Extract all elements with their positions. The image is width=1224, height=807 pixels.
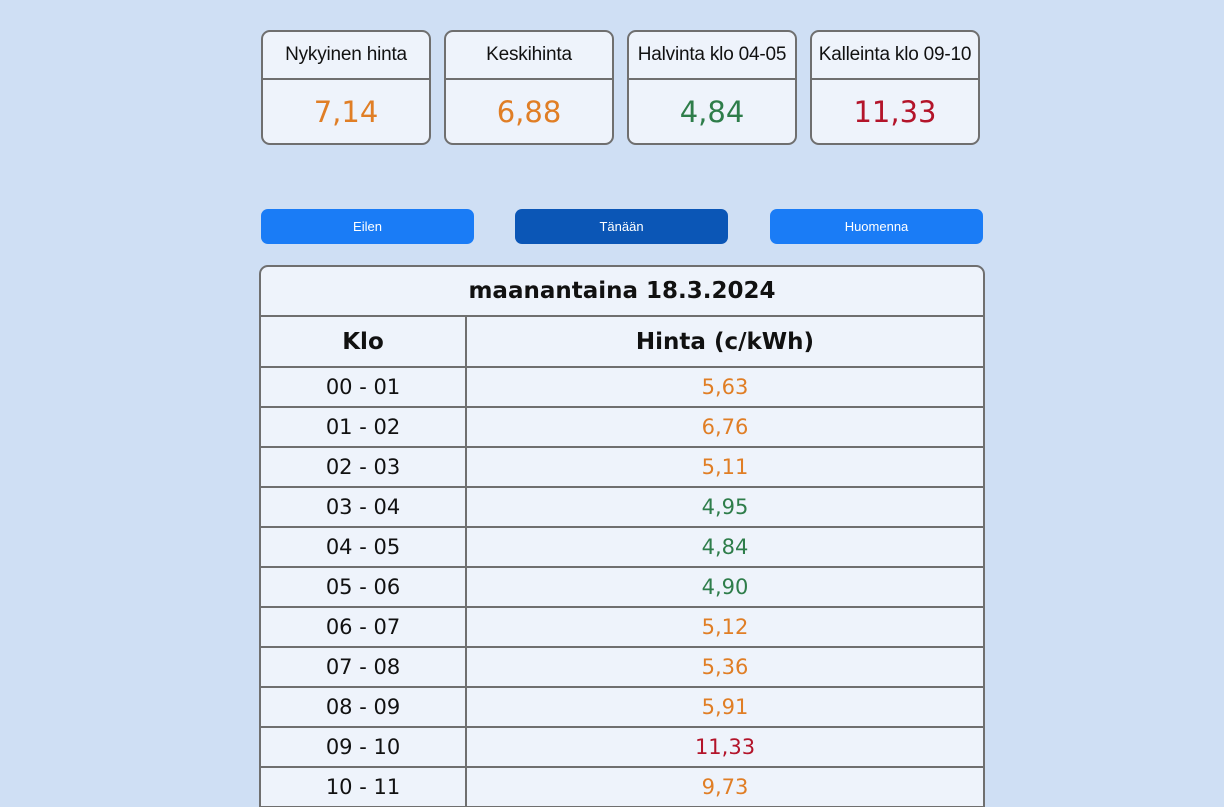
hour-cell: 00 - 01 <box>261 368 467 406</box>
card-label: Kalleinta klo 09-10 <box>812 32 978 80</box>
table-row: 00 - 01 5,63 <box>261 368 983 408</box>
price-cell: 4,84 <box>701 535 749 559</box>
yesterday-button[interactable]: Eilen <box>261 209 474 244</box>
table-row: 02 - 03 5,11 <box>261 448 983 488</box>
table-row: 05 - 06 4,90 <box>261 568 983 608</box>
price-cell: 11,33 <box>694 735 756 759</box>
card-label: Keskihinta <box>446 32 612 80</box>
hour-cell: 04 - 05 <box>261 528 467 566</box>
current-price-card: Nykyinen hinta 7,14 <box>261 30 431 145</box>
table-row: 01 - 02 6,76 <box>261 408 983 448</box>
table-header-row: Klo Hinta (c/kWh) <box>261 317 983 368</box>
price-cell: 4,95 <box>701 495 749 519</box>
card-label: Nykyinen hinta <box>263 32 429 80</box>
card-value: 4,84 <box>679 94 745 129</box>
price-cell: 4,90 <box>701 575 749 599</box>
hour-cell: 07 - 08 <box>261 648 467 686</box>
price-summary-cards: Nykyinen hinta 7,14 Keskihinta 6,88 Halv… <box>261 30 984 147</box>
card-value: 11,33 <box>853 94 937 129</box>
hour-cell: 09 - 10 <box>261 728 467 766</box>
hour-cell: 10 - 11 <box>261 768 467 806</box>
hour-cell: 06 - 07 <box>261 608 467 646</box>
hour-cell: 08 - 09 <box>261 688 467 726</box>
table-title: maanantaina 18.3.2024 <box>261 267 983 317</box>
price-cell: 5,63 <box>701 375 749 399</box>
tomorrow-button[interactable]: Huomenna <box>770 209 983 244</box>
card-value: 6,88 <box>496 94 562 129</box>
cheapest-price-card: Halvinta klo 04-05 4,84 <box>627 30 797 145</box>
column-header-price: Hinta (c/kWh) <box>635 328 815 355</box>
price-cell: 5,36 <box>701 655 749 679</box>
today-button[interactable]: Tänään <box>515 209 728 244</box>
table-row: 09 - 10 11,33 <box>261 728 983 768</box>
hour-cell: 01 - 02 <box>261 408 467 446</box>
hour-cell: 05 - 06 <box>261 568 467 606</box>
table-row: 03 - 04 4,95 <box>261 488 983 528</box>
hour-cell: 03 - 04 <box>261 488 467 526</box>
card-label: Halvinta klo 04-05 <box>629 32 795 80</box>
price-cell: 5,91 <box>701 695 749 719</box>
price-cell: 5,11 <box>701 455 749 479</box>
table-body: 00 - 01 5,63 01 - 02 6,76 02 - 03 5,11 03 - 04… <box>261 368 983 807</box>
column-header-hour: Klo <box>261 317 467 366</box>
card-value: 7,14 <box>313 94 379 129</box>
table-row: 06 - 07 5,12 <box>261 608 983 648</box>
table-row: 10 - 11 9,73 <box>261 768 983 807</box>
price-cell: 9,73 <box>701 775 749 799</box>
most-expensive-price-card: Kalleinta klo 09-10 11,33 <box>810 30 980 145</box>
price-cell: 6,76 <box>701 415 749 439</box>
table-row: 08 - 09 5,91 <box>261 688 983 728</box>
table-row: 04 - 05 4,84 <box>261 528 983 568</box>
table-row: 07 - 08 5,36 <box>261 648 983 688</box>
price-cell: 5,12 <box>701 615 749 639</box>
price-table: maanantaina 18.3.2024 Klo Hinta (c/kWh) … <box>259 265 985 807</box>
average-price-card: Keskihinta 6,88 <box>444 30 614 145</box>
hour-cell: 02 - 03 <box>261 448 467 486</box>
